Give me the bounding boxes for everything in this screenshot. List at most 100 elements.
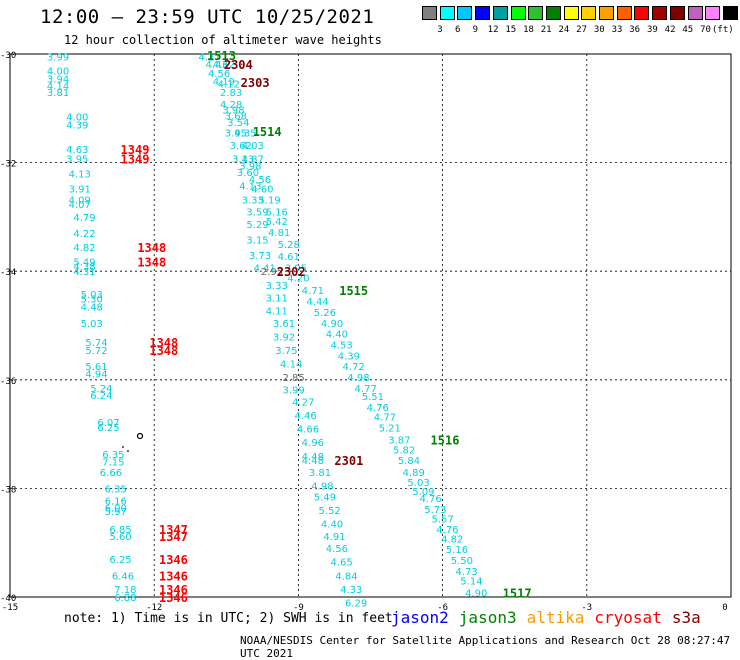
swh-value: 2.85 <box>282 373 304 384</box>
swh-value: 4.48 <box>302 456 324 467</box>
lat-tick-label: -32 <box>0 160 16 170</box>
swh-value: 4.03 <box>242 141 264 152</box>
colorbar-swatch <box>652 6 668 20</box>
swh-value: 4.13 <box>239 181 261 192</box>
swh-value: 5.49 <box>73 257 95 268</box>
swh-value: 5.16 <box>446 545 468 556</box>
pass-time-label: 1517 <box>503 587 532 601</box>
colorbar-label: 9 <box>472 25 479 35</box>
pass-time-label: 1516 <box>431 434 460 448</box>
swh-value: 3.75 <box>275 346 297 357</box>
swh-value: 4.89 <box>403 468 425 479</box>
map-frame <box>9 53 732 598</box>
swh-value: 4.31 <box>73 267 95 278</box>
swh-value: 4.38 <box>73 262 95 273</box>
swh-value: 4.12 <box>218 79 240 90</box>
colorbar-swatch <box>475 6 491 20</box>
pass-time-label: 1514 <box>253 125 282 139</box>
swh-value: 4.07 <box>69 200 91 211</box>
swh-value: 4.35 <box>234 129 256 140</box>
swh-value: 4.84 <box>335 571 357 582</box>
swh-value: 7.15 <box>102 457 124 468</box>
swh-value: 5.29 <box>246 220 268 231</box>
swh-value: 3.33 <box>266 281 288 292</box>
pass-time-label: 2301 <box>334 454 363 468</box>
pass-time-label: 1346 <box>159 583 188 597</box>
swh-value: 3.95 <box>285 263 307 274</box>
swh-value: 4.77 <box>374 413 396 424</box>
swh-value: 5.57 <box>431 514 453 525</box>
swh-value: 4.19 <box>213 77 235 88</box>
swh-value: 4.65 <box>331 558 353 569</box>
swh-value: 4.48 <box>302 452 324 463</box>
colorbar-swatch <box>722 6 738 20</box>
swh-value: 3.95 <box>225 129 247 140</box>
swh-value: 5.60 <box>109 532 131 543</box>
pass-time-label: 1515 <box>339 284 368 298</box>
swh-value: 6.35 <box>102 450 124 461</box>
satellite-s3a: s3a <box>671 608 701 627</box>
colorbar-label: 6 <box>454 25 461 35</box>
swh-value: 3.87 <box>388 436 410 447</box>
swh-value: 4.56 <box>208 69 230 80</box>
swh-value: 4.79 <box>73 213 95 224</box>
swh-value: 4.77 <box>355 384 377 395</box>
pass-time-label: 2303 <box>241 76 270 90</box>
coastline-marks <box>122 432 144 452</box>
swh-value: 4.72 <box>343 362 365 373</box>
swh-value: 5.03 <box>407 478 429 489</box>
swh-value: 4.27 <box>292 398 314 409</box>
swh-value: 4.43 <box>206 60 228 71</box>
colorbar-label: 39 <box>646 25 658 35</box>
swh-value: 5.42 <box>266 217 288 228</box>
swh-value: 4.40 <box>326 330 348 341</box>
swh-value: 4.39 <box>66 121 88 132</box>
pass-time-label: 1346 <box>159 591 188 605</box>
swh-value: 4.22 <box>73 229 95 240</box>
swh-value: 5.82 <box>393 445 415 456</box>
swh-value: 4.98 <box>311 482 333 493</box>
swh-value: 4.61 <box>278 252 300 263</box>
swh-value: 5.26 <box>314 308 336 319</box>
swh-value: 5.03 <box>81 319 103 330</box>
swh-value: 4.62 <box>213 60 235 71</box>
swh-value: 6.29 <box>345 598 367 609</box>
colorbar-swatch <box>669 6 685 20</box>
pass-time-label: 2304 <box>224 58 253 72</box>
swh-value: 5.16 <box>266 207 288 218</box>
swh-value: 3.91 <box>69 185 91 196</box>
swh-value: 3.99 <box>47 53 69 64</box>
colorbar-label: 15 <box>505 25 517 35</box>
swh-value: 5.21 <box>379 424 401 435</box>
colorbar-swatch <box>528 6 544 20</box>
swh-value: 4.56 <box>249 175 271 186</box>
swh-value: 5.72 <box>85 346 107 357</box>
satellite-altika: altika <box>526 608 585 627</box>
swh-value: 3.15 <box>246 236 268 247</box>
colorbar-swatch <box>581 6 597 20</box>
swh-value: 5.28 <box>278 240 300 251</box>
pass-time-label: 1349 <box>121 152 150 166</box>
swh-value: 5.03 <box>81 290 103 301</box>
island-mark <box>122 446 124 448</box>
swh-value: 3.81 <box>47 88 69 99</box>
lat-tick-label: -38 <box>0 485 16 495</box>
swh-value: 4.90 <box>321 319 343 330</box>
swh-value: 3.61 <box>273 319 295 330</box>
lon-tick-label: -15 <box>2 603 18 613</box>
swh-value: 4.48 <box>81 302 103 313</box>
lat-tick-label: -40 <box>0 594 16 604</box>
lon-tick-label: -12 <box>146 603 162 613</box>
time-labels: 1513230423031514134913491348134823021515… <box>121 49 532 605</box>
swh-value: 5.24 <box>90 384 112 395</box>
swh-value: 4.81 <box>268 228 290 239</box>
swh-value: 4.40 <box>321 520 343 531</box>
swh-value: 5.84 <box>398 456 420 467</box>
swh-value: 4.82 <box>73 243 95 254</box>
swh-value: 6.00 <box>105 503 127 514</box>
swh-value: 4.71 <box>302 286 324 297</box>
swh-value: 4.53 <box>331 341 353 352</box>
swh-value: 4.14 <box>280 360 302 371</box>
colorbar-label: 36 <box>629 25 641 35</box>
